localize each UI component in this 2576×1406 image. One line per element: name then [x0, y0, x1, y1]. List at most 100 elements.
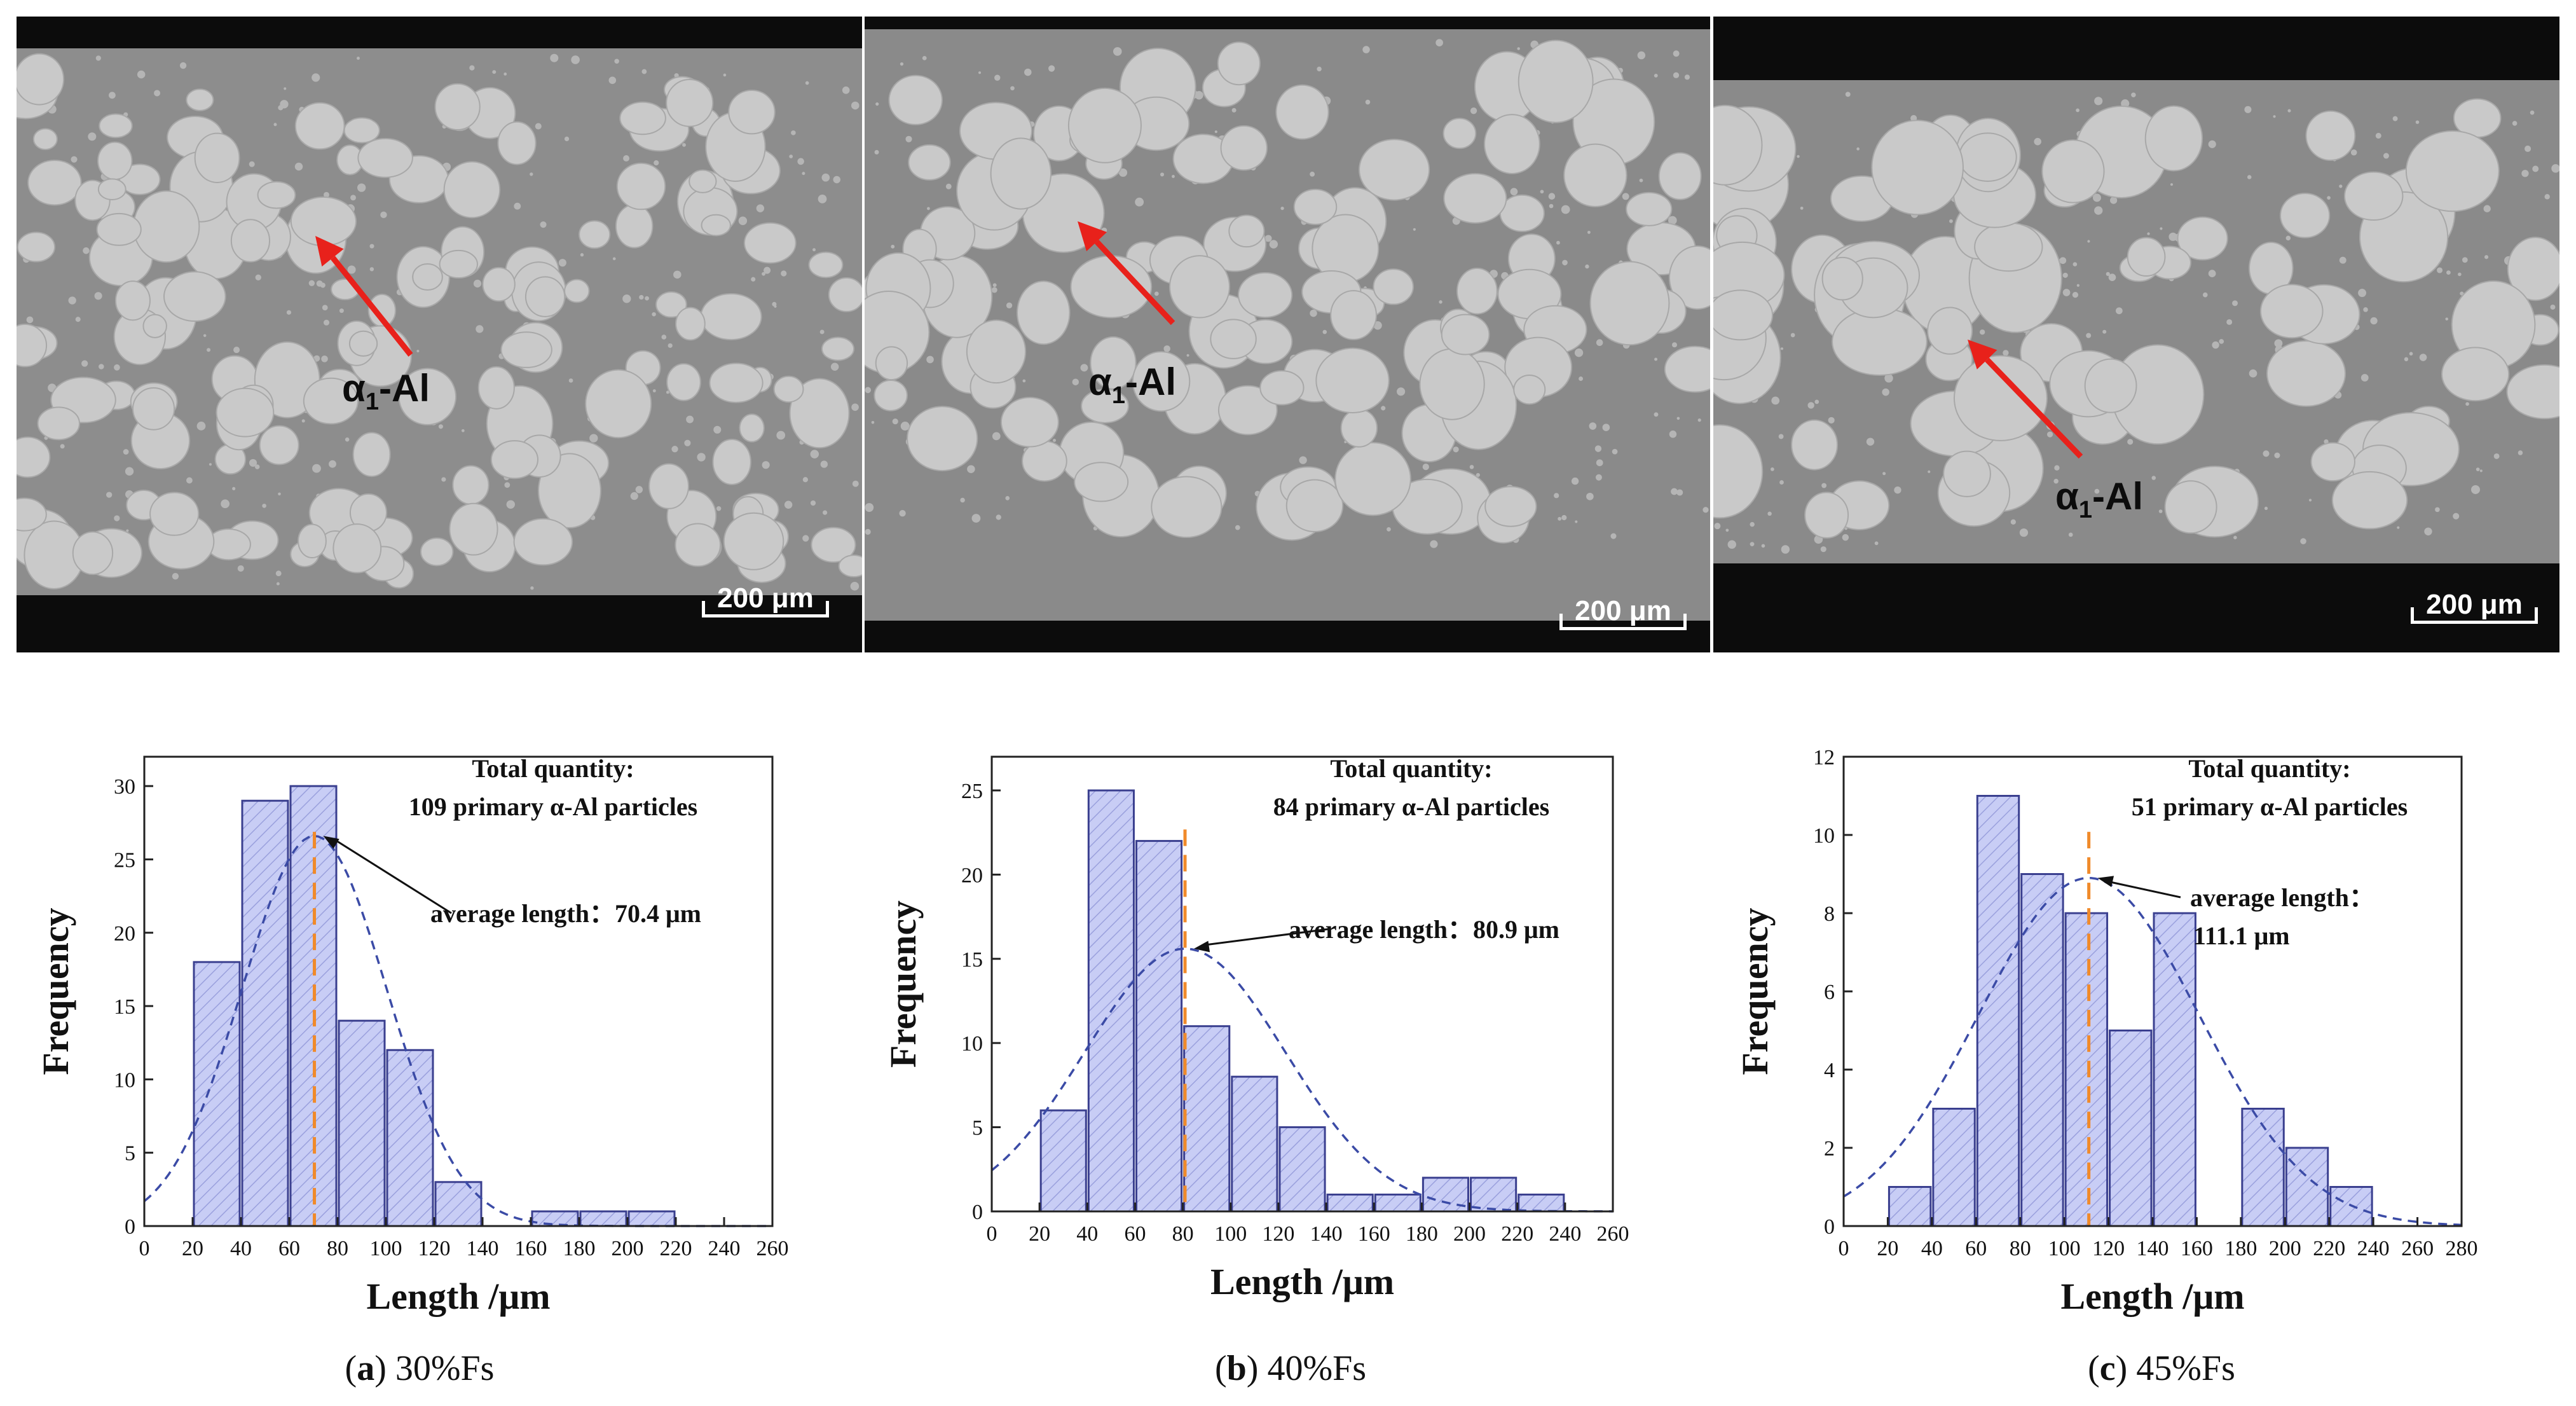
grain-speck	[2339, 184, 2343, 188]
average-length-label: average length：70.4 μm	[430, 899, 701, 928]
grain-speck	[2493, 453, 2500, 459]
grain-speck	[991, 287, 997, 293]
scale-bar-label: 200 μm	[1575, 595, 1671, 626]
histogram-bar	[1278, 1126, 1326, 1213]
y-tick-label: 30	[114, 775, 135, 799]
average-length-value: 111.1 μm	[2193, 921, 2290, 950]
grain-speck	[833, 176, 840, 184]
alpha-al-grain	[1456, 267, 1498, 315]
y-tick-label: 25	[961, 780, 983, 803]
grain-speck	[697, 453, 706, 462]
alpha-al-grain	[332, 523, 382, 574]
grain-speck	[971, 514, 981, 523]
alpha-al-grain	[2305, 110, 2356, 161]
alpha-al-grain	[1359, 139, 1430, 201]
alpha-al-grain	[2144, 105, 2203, 172]
alpha-al-grain	[142, 314, 167, 338]
grain-speck	[1928, 470, 1931, 473]
alpha-al-grain	[1017, 280, 1071, 345]
alpha-al-grain	[97, 141, 133, 181]
grain-speck	[1702, 507, 1709, 513]
grain-speck	[530, 586, 534, 590]
alpha-al-grain	[17, 436, 51, 478]
histogram-bar	[2241, 1108, 2285, 1227]
grain-speck	[1006, 302, 1013, 308]
x-tick-label: 240	[708, 1237, 741, 1260]
alpha-al-grain	[619, 101, 666, 135]
grain-speck	[822, 510, 828, 515]
alpha-al-grain	[966, 319, 1027, 384]
grain-speck	[2092, 193, 2101, 202]
grain-speck	[95, 55, 101, 61]
grain-speck	[564, 136, 570, 142]
grain-speck	[1163, 345, 1170, 352]
grain-speck	[324, 191, 329, 198]
grain-speck	[820, 460, 828, 468]
normal-fit-curve	[990, 948, 1613, 1213]
grain-speck	[1750, 542, 1755, 547]
alpha-al-grain	[709, 362, 764, 403]
alpha-al-grain	[1441, 314, 1490, 355]
grain-speck	[329, 460, 336, 468]
grain-speck	[1558, 516, 1562, 521]
grain-speck	[2479, 469, 2483, 472]
alpha-al-grain	[216, 387, 275, 438]
x-tick-label: 100	[1214, 1222, 1247, 1246]
grain-speck	[682, 143, 686, 147]
caption-a: (a) 30%Fs	[345, 1349, 495, 1388]
x-tick-label: 60	[1965, 1237, 1987, 1260]
grain-speck	[1790, 333, 1795, 338]
grain-speck	[2409, 352, 2413, 356]
histogram-bar	[1470, 1176, 1518, 1213]
scale-bar: 200 μm	[2411, 589, 2538, 624]
grain-speck	[2392, 116, 2398, 121]
histogram-bar	[1135, 839, 1183, 1213]
grain-speck	[2308, 499, 2312, 502]
alpha-al-grain	[808, 251, 844, 279]
alpha-al-grain	[712, 438, 751, 485]
y-tick-label: 15	[114, 995, 135, 1019]
grain-speck	[2273, 115, 2276, 118]
x-tick-label: 160	[2181, 1237, 2213, 1260]
grain-speck	[339, 308, 344, 314]
grain-speck	[2419, 354, 2427, 361]
alpha-al-grain	[119, 163, 161, 195]
grain-speck	[922, 56, 927, 60]
grain-speck	[1172, 175, 1175, 178]
alpha-al-grain	[348, 330, 378, 357]
y-tick-label: 8	[1824, 902, 1835, 926]
y-tick-label: 10	[961, 1032, 983, 1056]
scale-bar-line	[1559, 614, 1687, 630]
alpha-al-grain	[616, 162, 666, 210]
grain-speck	[776, 431, 786, 440]
alpha-al-label: α1-Al	[2055, 475, 2144, 523]
alpha-al-grain	[1132, 351, 1191, 412]
histogram-bar	[2020, 873, 2064, 1227]
grain-speck	[1562, 259, 1568, 266]
alpha-al-grain	[811, 527, 856, 563]
histogram-bar	[241, 799, 289, 1227]
alpha-al-grain	[2280, 193, 2331, 238]
grain-speck	[83, 247, 90, 254]
grain-speck	[530, 172, 533, 176]
grain-speck	[2287, 109, 2291, 113]
y-tick-label: 25	[114, 848, 135, 872]
alpha-al-grain	[579, 220, 611, 249]
red-arrow-shaft	[1985, 357, 2083, 459]
alpha-al-grain	[17, 324, 48, 368]
grain-speck	[284, 87, 287, 90]
grain-speck	[926, 355, 934, 364]
alpha-al-grain	[1293, 188, 1338, 225]
y-tick-label: 0	[1824, 1215, 1835, 1239]
grain-speck	[2263, 450, 2270, 457]
grain-speck	[652, 312, 656, 317]
alpha-al-grain	[908, 144, 951, 181]
alpha-al-grain	[789, 378, 850, 449]
alpha-al-grain	[1373, 268, 1414, 305]
x-tick-label: 20	[1029, 1222, 1050, 1246]
y-tick-label: 2	[1824, 1137, 1835, 1161]
grain-speck	[2327, 196, 2331, 200]
grain-speck	[1575, 520, 1578, 523]
grain-speck	[1750, 521, 1755, 527]
alpha-al-grain	[2405, 130, 2500, 212]
